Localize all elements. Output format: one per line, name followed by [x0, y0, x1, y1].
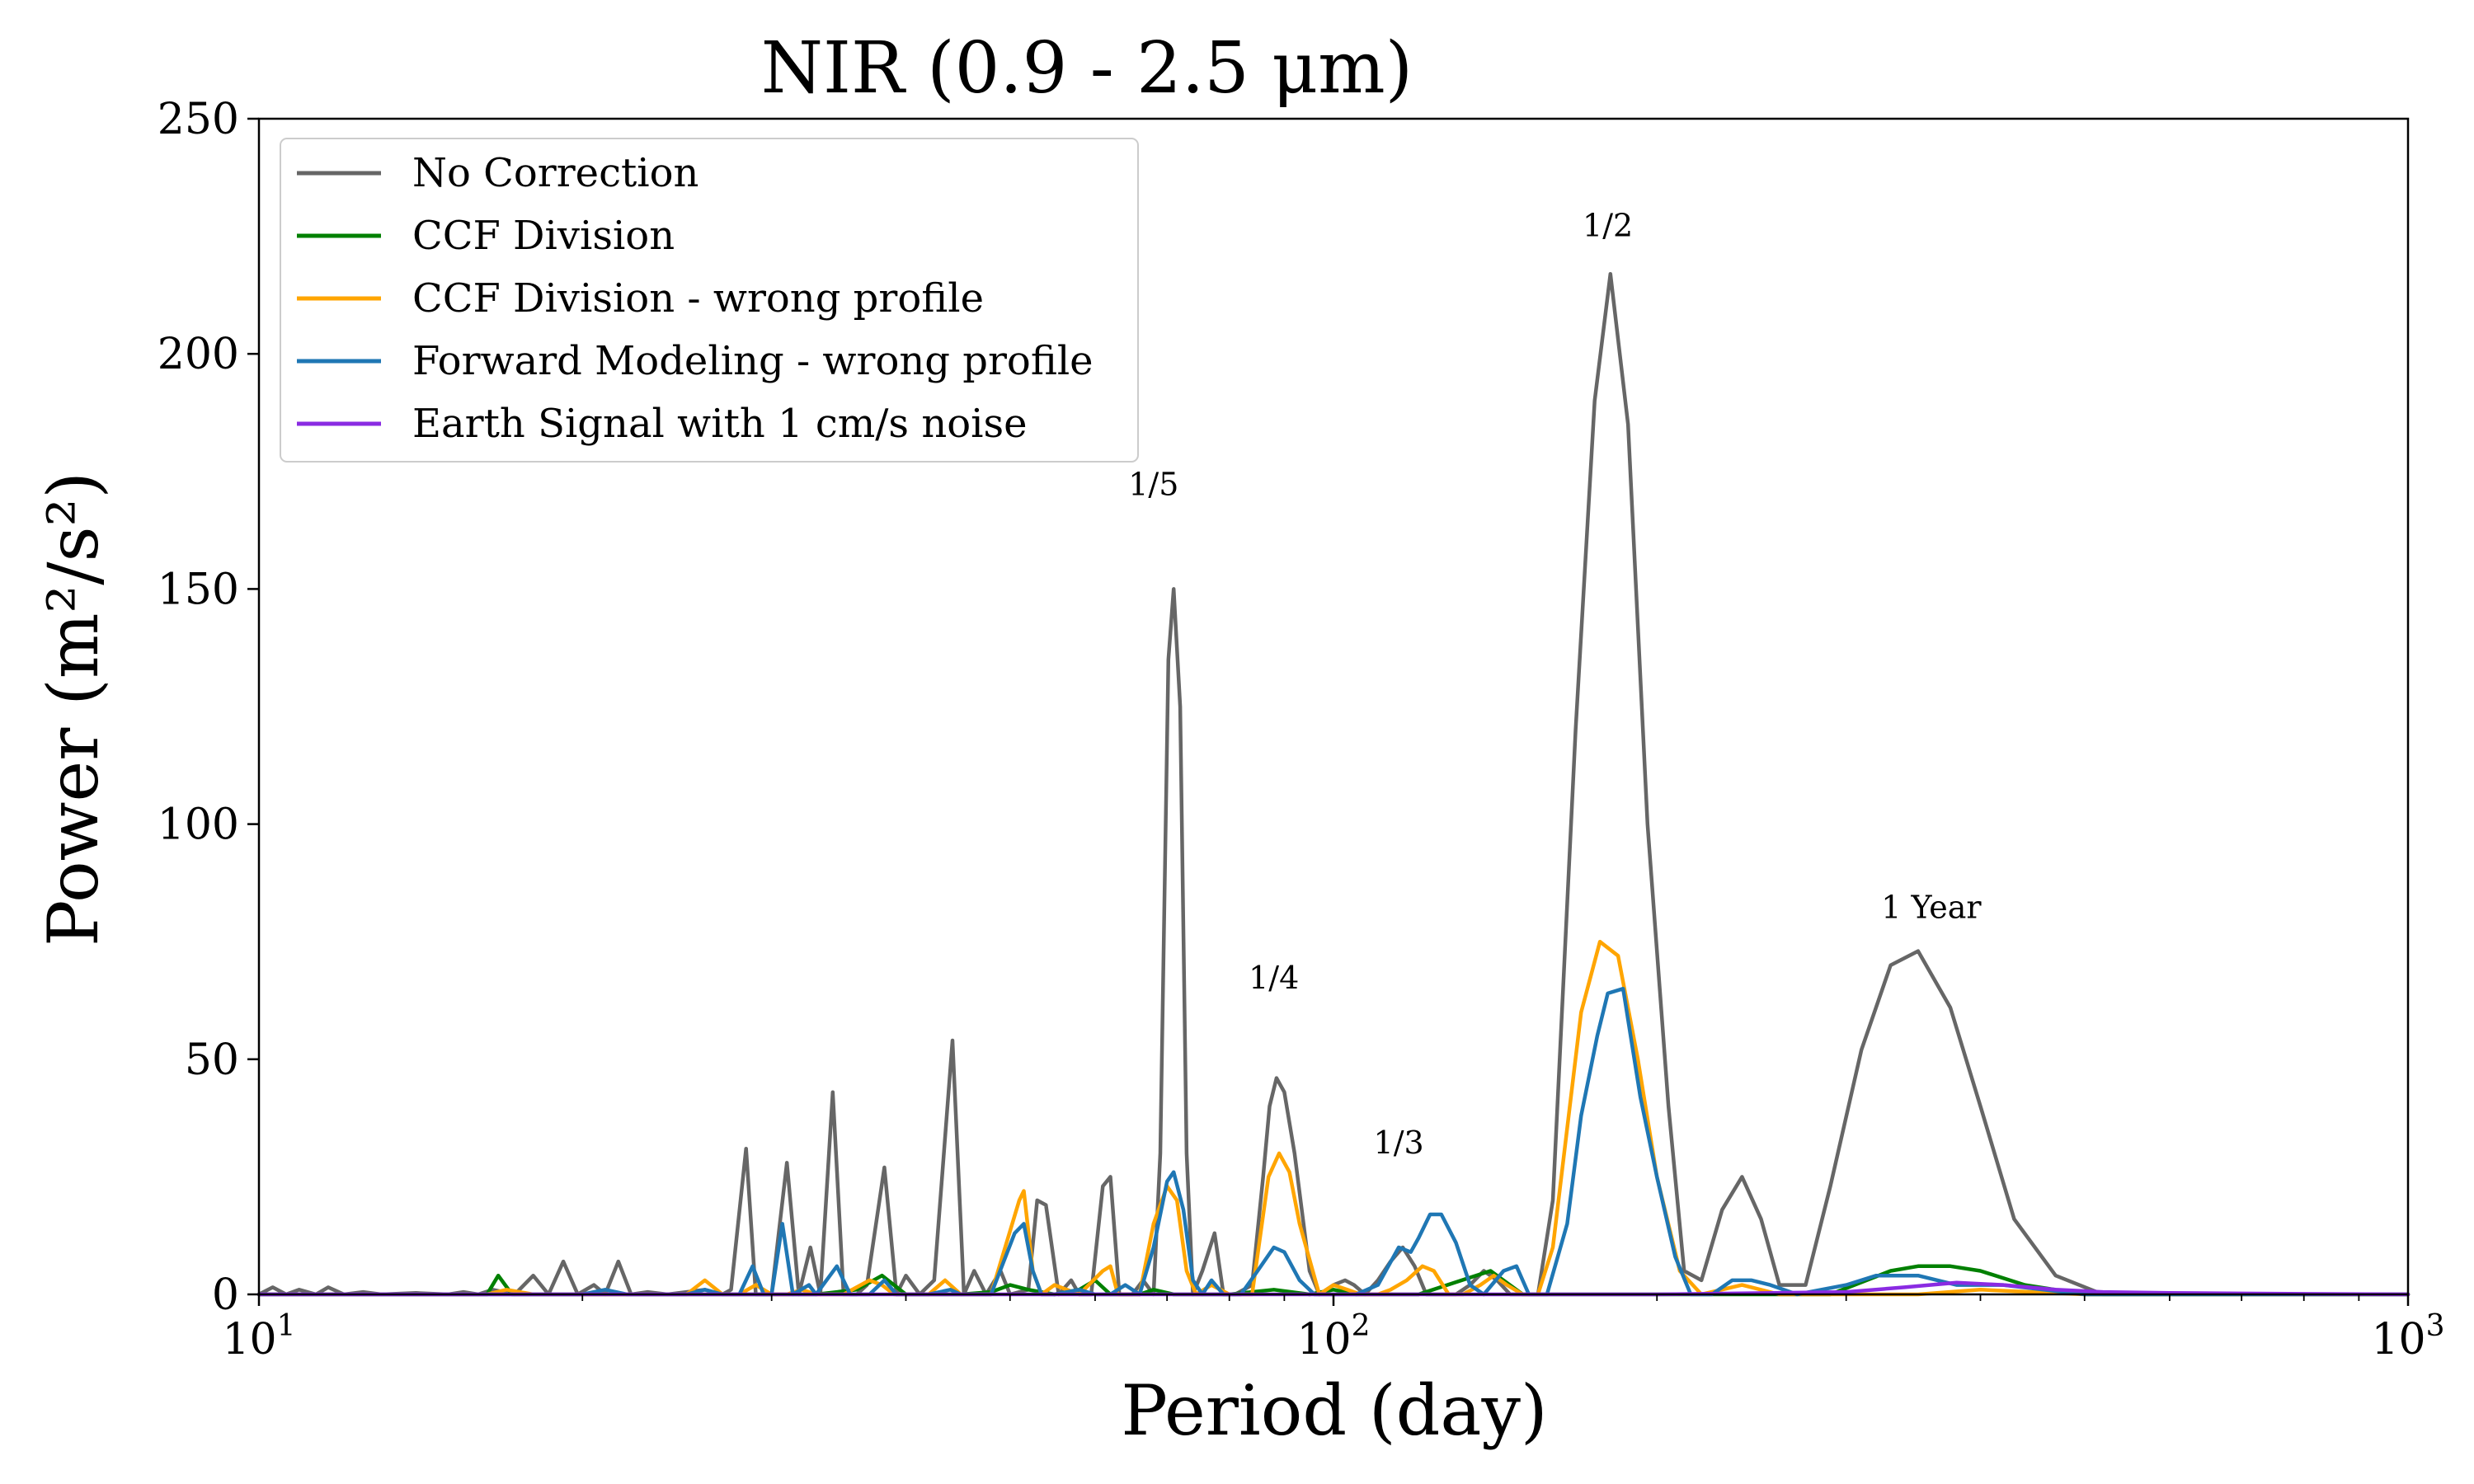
y-tick-label: 50 [185, 1036, 239, 1085]
legend-label-1: No Correction [412, 150, 698, 196]
annotation-1: 1/5 [1128, 466, 1178, 502]
y-tick-label: 150 [158, 565, 239, 614]
y-axis-title: Power (m²/s²) [33, 472, 114, 946]
legend-label-4: Forward Modeling - wrong profile [412, 338, 1094, 384]
y-tick-label: 0 [212, 1270, 239, 1320]
annotation-layer: 1/5 1/4 1/3 1/2 1 Year [1128, 208, 1982, 1161]
x-axis: 101 102 103 [222, 1294, 2445, 1364]
chart-title: NIR (0.9 - 2.5 μm) [761, 27, 1413, 110]
legend-label-5: Earth Signal with 1 cm/s noise [412, 401, 1028, 447]
annotation-3: 1/3 [1374, 1125, 1424, 1161]
x-axis-title: Period (day) [1121, 1370, 1547, 1451]
x-tick-label: 101 [222, 1309, 295, 1364]
y-tick-label: 250 [158, 95, 239, 144]
legend-box [280, 138, 1139, 463]
series-line-1 [256, 271, 2411, 1297]
legend: No Correction CCF Division CCF Division - … [280, 138, 1139, 463]
annotation-2: 1/4 [1249, 960, 1299, 996]
series-line-3 [256, 939, 2411, 1297]
annotation-4: 1/2 [1583, 208, 1633, 244]
x-tick-label: 102 [1296, 1309, 1370, 1364]
y-tick-label: 100 [158, 801, 239, 850]
legend-label-3: CCF Division - wrong profile [412, 275, 984, 322]
plot-frame [257, 117, 2410, 1296]
legend-label-2: CCF Division [412, 213, 675, 259]
series-line-4 [256, 986, 2411, 1297]
annotation-5: 1 Year [1881, 890, 1982, 926]
y-tick-label: 200 [158, 330, 239, 379]
x-tick-label: 103 [2371, 1309, 2444, 1364]
y-axis: 0 50 100 150 200 250 [158, 95, 259, 1320]
